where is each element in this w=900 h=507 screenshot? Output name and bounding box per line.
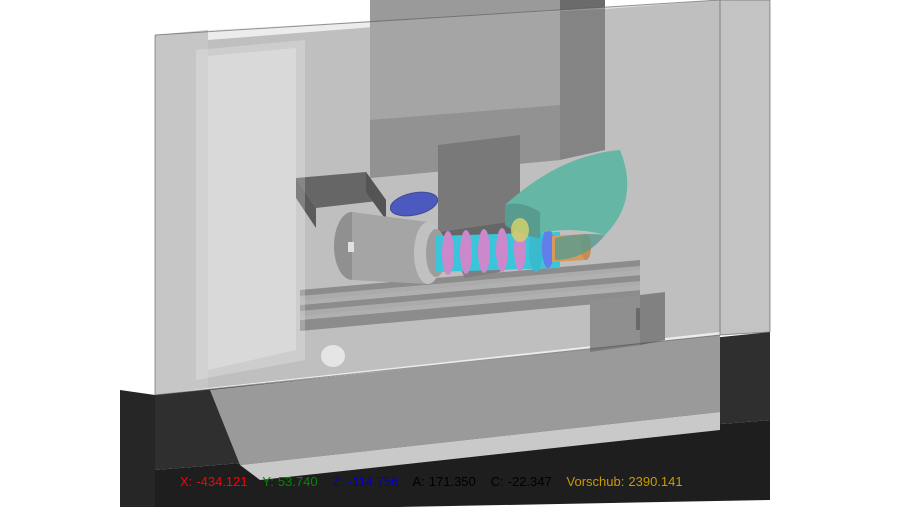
axis-y-value: 53.740 <box>278 474 318 489</box>
machine-render <box>0 0 900 507</box>
axis-x-label: X: <box>180 474 192 489</box>
axis-x-value: -434.121 <box>196 474 247 489</box>
axis-c-value: -22.347 <box>508 474 552 489</box>
status-bar: X: -434.121 Y: 53.740 Z: -114.756 A: 171.350… <box>0 474 900 489</box>
feed-label: Vorschub: <box>567 474 625 489</box>
axis-a-value: 171.350 <box>429 474 476 489</box>
axis-z-value: -114.756 <box>348 474 398 489</box>
simulation-viewport[interactable] <box>0 0 900 507</box>
feed-value: 2390.141 <box>628 474 682 489</box>
axis-z-label: Z: <box>332 474 344 489</box>
axis-c-label: C: <box>491 474 504 489</box>
axis-y-label: Y: <box>262 474 274 489</box>
axis-a-label: A: <box>412 474 424 489</box>
